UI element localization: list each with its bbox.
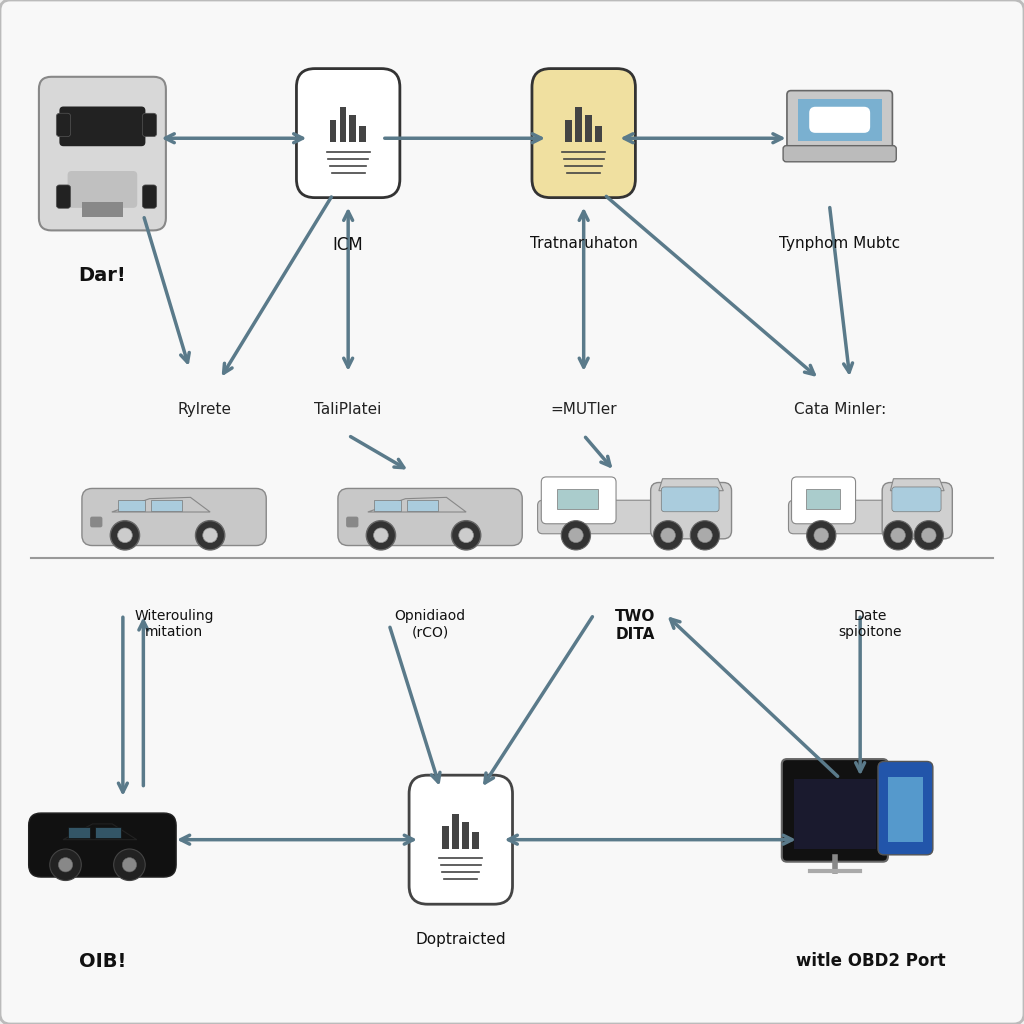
FancyBboxPatch shape [82,488,266,546]
Polygon shape [658,479,723,490]
Circle shape [196,520,225,550]
FancyBboxPatch shape [409,775,512,904]
FancyBboxPatch shape [56,185,71,208]
Circle shape [459,528,473,543]
Text: witle OBD2 Port: witle OBD2 Port [796,952,945,971]
Text: Rylrete: Rylrete [178,402,231,417]
FancyBboxPatch shape [29,813,176,877]
Bar [575,108,582,142]
Circle shape [807,520,836,550]
FancyBboxPatch shape [346,516,358,527]
Polygon shape [890,479,944,490]
Text: =MUTler: =MUTler [550,402,617,417]
Text: TWO
DITA: TWO DITA [614,609,655,642]
Polygon shape [95,826,121,839]
Circle shape [884,520,912,550]
Circle shape [114,849,145,881]
Polygon shape [68,826,90,839]
FancyBboxPatch shape [82,203,123,217]
Bar [330,120,336,142]
FancyBboxPatch shape [882,482,952,539]
Bar [595,126,602,142]
FancyBboxPatch shape [662,487,719,512]
FancyBboxPatch shape [297,69,399,198]
Text: TaliPlatei: TaliPlatei [314,402,382,417]
FancyBboxPatch shape [792,477,856,524]
FancyBboxPatch shape [786,91,892,153]
Polygon shape [368,498,466,512]
Bar [565,120,571,142]
Polygon shape [375,500,400,511]
Bar [340,108,346,142]
Text: ICM: ICM [333,236,364,254]
FancyBboxPatch shape [809,106,870,133]
Circle shape [914,520,943,550]
Bar [472,833,479,849]
Circle shape [891,528,905,543]
Bar [349,116,356,142]
FancyBboxPatch shape [782,759,888,862]
Circle shape [374,528,388,543]
FancyBboxPatch shape [788,500,894,534]
Text: Date
spioitone: Date spioitone [839,609,902,639]
Circle shape [568,528,584,543]
Circle shape [118,528,132,543]
Circle shape [690,520,720,550]
Text: OIB!: OIB! [79,952,126,972]
Polygon shape [152,500,182,511]
Text: Tynphom Mubtc: Tynphom Mubtc [779,236,900,251]
FancyBboxPatch shape [39,77,166,230]
FancyBboxPatch shape [68,171,137,208]
Text: Witerouling
mitation: Witerouling mitation [134,609,214,639]
FancyBboxPatch shape [783,145,896,162]
Bar [359,126,367,142]
FancyBboxPatch shape [532,69,635,198]
FancyBboxPatch shape [142,185,157,208]
FancyBboxPatch shape [59,106,145,146]
Bar [453,814,459,849]
FancyBboxPatch shape [90,516,102,527]
FancyBboxPatch shape [806,488,840,509]
Bar [462,822,469,849]
FancyBboxPatch shape [56,114,71,136]
FancyBboxPatch shape [557,488,598,509]
FancyBboxPatch shape [878,762,933,855]
Circle shape [452,520,481,550]
Polygon shape [408,500,438,511]
Polygon shape [112,498,210,512]
FancyBboxPatch shape [538,500,663,534]
Circle shape [653,520,683,550]
Bar [794,779,877,849]
Text: Dar!: Dar! [79,266,126,286]
FancyBboxPatch shape [338,488,522,546]
Text: Doptraicted: Doptraicted [416,932,506,947]
Circle shape [367,520,395,550]
FancyBboxPatch shape [892,487,941,512]
Circle shape [814,528,828,543]
Bar [888,776,923,842]
Circle shape [697,528,713,543]
Text: Cata Minler:: Cata Minler: [794,402,886,417]
Circle shape [111,520,139,550]
FancyBboxPatch shape [650,482,731,539]
Circle shape [922,528,936,543]
FancyBboxPatch shape [142,114,157,136]
Circle shape [122,858,136,872]
Polygon shape [119,500,144,511]
Circle shape [660,528,676,543]
Bar [798,99,882,141]
Circle shape [58,858,73,872]
Bar [442,826,449,849]
Circle shape [561,520,591,550]
Polygon shape [63,824,137,840]
Bar [585,116,592,142]
Circle shape [50,849,81,881]
FancyBboxPatch shape [542,477,616,524]
Text: Tratnaruhaton: Tratnaruhaton [529,236,638,251]
Text: Opnidiaod
(rCO): Opnidiaod (rCO) [394,609,466,639]
Circle shape [203,528,217,543]
